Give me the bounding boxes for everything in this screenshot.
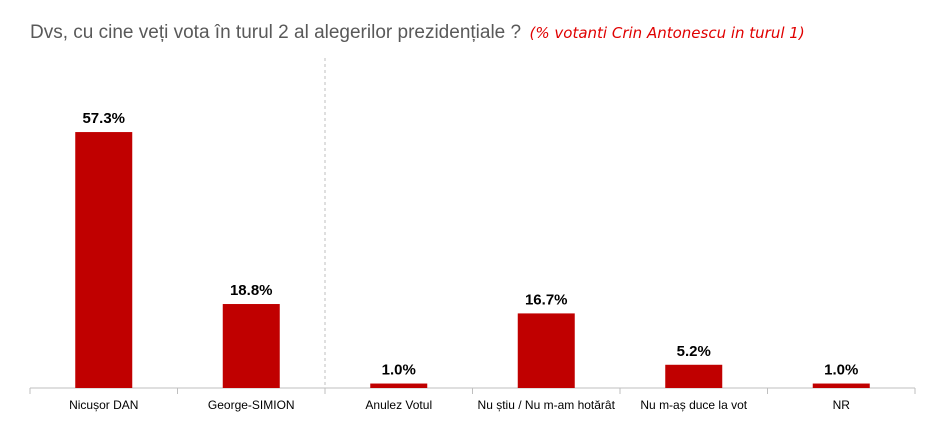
category-label: Nu știu / Nu m-am hotărât: [478, 398, 616, 412]
category-label: NR: [833, 398, 851, 412]
bar: [517, 313, 575, 388]
value-label: 1.0%: [824, 362, 858, 379]
bar: [75, 132, 133, 388]
value-label: 18.8%: [230, 282, 273, 299]
chart-subtitle: (% votanti Crin Antonescu in turul 1): [529, 24, 805, 42]
chart-title: Dvs, cu cine veți vota în turul 2 al ale…: [30, 22, 522, 43]
category-label: Anulez Votul: [365, 398, 432, 412]
category-label: Nu m-aș duce la vot: [640, 398, 747, 412]
category-label: Nicușor DAN: [69, 398, 138, 412]
value-label: 1.0%: [382, 362, 416, 379]
bar: [665, 364, 723, 388]
value-label: 5.2%: [677, 343, 711, 360]
bar: [370, 383, 428, 388]
bar: [812, 383, 870, 388]
value-label: 57.3%: [82, 110, 125, 127]
value-label: 16.7%: [525, 291, 568, 308]
chart-title-row: Dvs, cu cine veți vota în turul 2 al ale…: [30, 22, 805, 44]
category-label: George-SIMION: [208, 398, 295, 412]
bar: [222, 304, 280, 388]
